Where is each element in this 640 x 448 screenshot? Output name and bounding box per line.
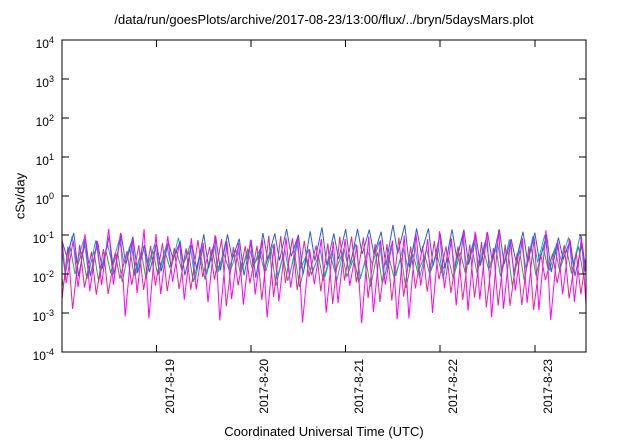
x-tick-label: 2017-8-20 bbox=[257, 359, 272, 414]
x-tick-label: 2017-8-19 bbox=[162, 359, 177, 414]
y-tick-label: 103 bbox=[35, 74, 54, 90]
x-axis-title: Coordinated Universal Time (UTC) bbox=[224, 424, 424, 439]
trace-cyan bbox=[62, 234, 586, 281]
trace-pink bbox=[62, 235, 586, 310]
y-tick-label: 10-2 bbox=[32, 269, 54, 285]
y-tick-label: 102 bbox=[35, 113, 54, 129]
x-tick-label: 2017-8-21 bbox=[351, 359, 366, 414]
y-tick-label: 10-4 bbox=[32, 347, 54, 363]
x-tick-label: 2017-8-23 bbox=[540, 359, 555, 414]
y-tick-label: 10-3 bbox=[32, 308, 54, 324]
y-tick-label: 10-1 bbox=[32, 230, 54, 246]
plot-frame bbox=[61, 39, 587, 353]
axis-tick-marks bbox=[62, 39, 586, 353]
trace-magenta bbox=[62, 228, 586, 324]
y-tick-label: 101 bbox=[35, 152, 54, 168]
chart-title: /data/run/goesPlots/archive/2017-08-23/1… bbox=[114, 12, 534, 27]
y-tick-label: 104 bbox=[35, 35, 54, 51]
data-series-group bbox=[62, 224, 586, 324]
y-tick-label: 100 bbox=[35, 191, 54, 207]
x-tick-label: 2017-8-22 bbox=[446, 359, 461, 414]
